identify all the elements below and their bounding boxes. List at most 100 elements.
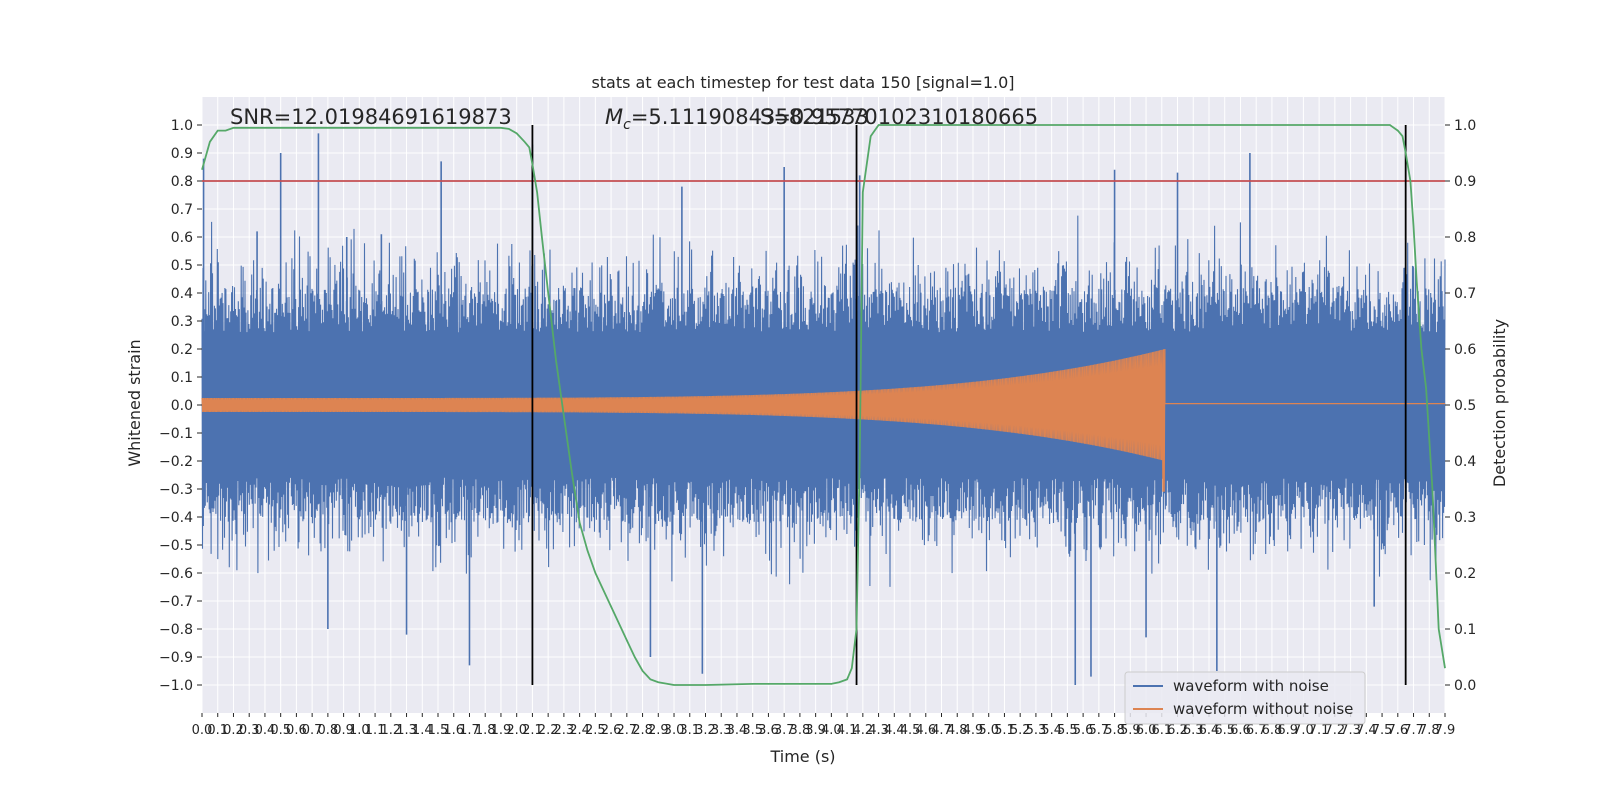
snr-annotation: SNR=12.01984691619873 bbox=[230, 105, 512, 129]
y-tick-label: 0.3 bbox=[171, 314, 193, 330]
x-tick-label: 4.5 bbox=[900, 723, 921, 738]
y-tick-label: 0.1 bbox=[171, 370, 193, 386]
y-tick-label: −0.1 bbox=[159, 426, 193, 442]
x-tick-label: 4.4 bbox=[884, 723, 905, 738]
x-tick-label: 3.1 bbox=[679, 723, 700, 738]
y-tick-label: −0.3 bbox=[159, 482, 193, 498]
x-tick-label: 6.2 bbox=[1167, 723, 1188, 738]
x-tick-label: 7.1 bbox=[1309, 723, 1330, 738]
y-tick-label: −0.9 bbox=[159, 650, 193, 666]
x-tick-label: 7.7 bbox=[1403, 723, 1424, 738]
x-tick-label: 1.1 bbox=[365, 723, 386, 738]
mc-symbol: M bbox=[605, 105, 623, 129]
x-tick-label: 6.8 bbox=[1262, 723, 1283, 738]
x-tick-label: 4.3 bbox=[868, 723, 889, 738]
noise-trace bbox=[201, 215, 1446, 587]
x-tick-label: 0.9 bbox=[333, 723, 354, 738]
x-tick-label: 7.2 bbox=[1325, 723, 1346, 738]
x-tick-label: 5.8 bbox=[1104, 723, 1125, 738]
y-tick-label: 1.0 bbox=[171, 118, 193, 134]
x-tick-label: 1.9 bbox=[491, 723, 512, 738]
x-tick-label: 1.2 bbox=[380, 723, 401, 738]
y-tick-label: 0.4 bbox=[171, 286, 193, 302]
x-tick-label: 4.9 bbox=[963, 723, 984, 738]
x-tick-label: 1.0 bbox=[349, 723, 370, 738]
x-tick-label: 2.5 bbox=[585, 723, 606, 738]
x-tick-label: 5.1 bbox=[994, 723, 1015, 738]
x-tick-label: 7.3 bbox=[1340, 723, 1361, 738]
x-tick-label: 1.6 bbox=[443, 723, 464, 738]
y2-tick-label: 0.5 bbox=[1454, 398, 1476, 414]
x-tick-label: 4.1 bbox=[837, 723, 858, 738]
y2-axis-label: Detection probability bbox=[1490, 319, 1509, 487]
x-tick-label: 4.8 bbox=[947, 723, 968, 738]
x-tick-label: 1.3 bbox=[396, 723, 417, 738]
y-tick-label: −0.5 bbox=[159, 538, 193, 554]
x-tick-label: 6.5 bbox=[1214, 723, 1235, 738]
x-tick-label: 7.9 bbox=[1435, 723, 1456, 738]
x-tick-label: 3.0 bbox=[664, 723, 685, 738]
y-tick-label: 0.2 bbox=[171, 342, 193, 358]
x-tick-label: 2.9 bbox=[648, 723, 669, 738]
y-tick-label: −1.0 bbox=[159, 678, 193, 694]
x-tick-label: 0.0 bbox=[192, 723, 213, 738]
legend-label-noise: waveform with noise bbox=[1173, 677, 1329, 695]
s-annotation: S=0.95770102310180665 bbox=[760, 105, 1038, 129]
x-axis-ticks: 0.00.10.20.30.40.50.60.70.80.91.01.11.21… bbox=[192, 713, 1456, 738]
x-tick-label: 4.6 bbox=[915, 723, 936, 738]
x-tick-label: 3.7 bbox=[774, 723, 795, 738]
x-tick-label: 6.9 bbox=[1277, 723, 1298, 738]
x-tick-label: 0.6 bbox=[286, 723, 307, 738]
x-tick-label: 7.8 bbox=[1419, 723, 1440, 738]
x-tick-label: 2.2 bbox=[538, 723, 559, 738]
y-tick-label: −0.6 bbox=[159, 566, 193, 582]
y2-tick-label: 0.9 bbox=[1454, 174, 1476, 190]
y-tick-label: −0.7 bbox=[159, 594, 193, 610]
y2-tick-label: 0.2 bbox=[1454, 566, 1476, 582]
y2-tick-label: 0.7 bbox=[1454, 286, 1476, 302]
chirp-trace bbox=[201, 348, 1445, 492]
x-tick-label: 4.2 bbox=[852, 723, 873, 738]
x-tick-label: 5.3 bbox=[1026, 723, 1047, 738]
series-waveform-without-noise bbox=[201, 348, 1445, 492]
y2-tick-label: 0.4 bbox=[1454, 454, 1476, 470]
x-tick-label: 5.4 bbox=[1041, 723, 1062, 738]
series-detection-probability bbox=[201, 124, 1446, 686]
x-tick-label: 6.0 bbox=[1136, 723, 1157, 738]
x-tick-label: 0.5 bbox=[270, 723, 291, 738]
x-tick-label: 1.4 bbox=[412, 723, 433, 738]
y2-tick-label: 1.0 bbox=[1454, 118, 1476, 134]
y-axis-ticks: −1.0 −0.9 −0.8 −0.7 −0.6 −0.5 −0.4 −0.3 −0.2 −0.1… bbox=[159, 118, 202, 694]
x-tick-label: 7.6 bbox=[1387, 723, 1408, 738]
x-tick-label: 3.5 bbox=[742, 723, 763, 738]
x-tick-label: 3.3 bbox=[711, 723, 732, 738]
x-tick-label: 2.3 bbox=[554, 723, 575, 738]
y-tick-label: −0.2 bbox=[159, 454, 193, 470]
y-tick-label: 0.8 bbox=[171, 174, 193, 190]
x-tick-label: 2.1 bbox=[522, 723, 543, 738]
x-tick-label: 5.2 bbox=[1010, 723, 1031, 738]
x-tick-label: 0.8 bbox=[318, 723, 339, 738]
mc-annotation: Mc=5.111908435821533 bbox=[605, 105, 869, 133]
mc-value: =5.111908435821533 bbox=[631, 105, 869, 129]
y-axis-label: Whitened strain bbox=[125, 339, 144, 466]
x-tick-label: 2.6 bbox=[601, 723, 622, 738]
y-tick-label: 0.5 bbox=[171, 258, 193, 274]
x-tick-label: 0.4 bbox=[255, 723, 276, 738]
x-tick-label: 6.4 bbox=[1199, 723, 1220, 738]
y-tick-label: 0.6 bbox=[171, 230, 193, 246]
y2-tick-label: 0.6 bbox=[1454, 342, 1476, 358]
x-tick-label: 7.4 bbox=[1356, 723, 1377, 738]
x-tick-label: 0.7 bbox=[302, 723, 323, 738]
y2-tick-label: 0.1 bbox=[1454, 622, 1476, 638]
x-tick-label: 1.5 bbox=[428, 723, 449, 738]
x-tick-label: 5.7 bbox=[1089, 723, 1110, 738]
x-axis-label: Time (s) bbox=[769, 747, 835, 766]
x-tick-label: 5.6 bbox=[1073, 723, 1094, 738]
y2-tick-label: 0.0 bbox=[1454, 678, 1476, 694]
x-tick-label: 3.9 bbox=[805, 723, 826, 738]
x-tick-label: 6.3 bbox=[1183, 723, 1204, 738]
legend-label-clean: waveform without noise bbox=[1173, 700, 1353, 718]
x-tick-label: 6.7 bbox=[1246, 723, 1267, 738]
